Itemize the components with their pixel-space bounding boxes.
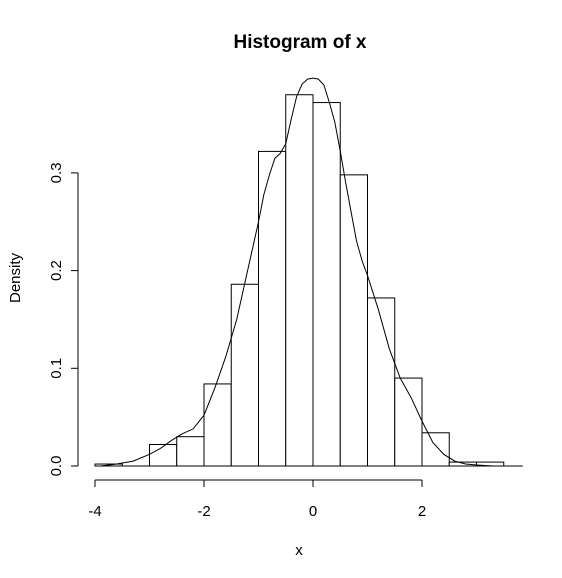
- histogram-bar-2: [149, 444, 178, 467]
- x-axis-label: x: [295, 542, 303, 559]
- x-axis: -4 -2 0 2: [88, 479, 426, 520]
- y-tick-label: 0.0: [48, 456, 65, 477]
- y-axis: 0.0 0.1 0.2 0.3: [48, 162, 79, 477]
- histogram-bar-11: [394, 377, 423, 467]
- histogram-bar-8: [312, 102, 341, 467]
- histogram-bar-4: [203, 383, 232, 467]
- histogram-bar-10: [367, 297, 396, 467]
- histogram-bar-9: [339, 174, 368, 467]
- histogram-bar-5: [230, 283, 259, 467]
- y-tick-label: 0.3: [48, 162, 65, 183]
- y-axis-label: Density: [7, 252, 24, 303]
- histogram-bar-7: [285, 94, 314, 467]
- histogram-bars: [94, 94, 523, 467]
- chart-title: Histogram of x: [233, 32, 366, 53]
- x-tick-label: -2: [197, 503, 210, 520]
- x-tick-label: -4: [88, 503, 101, 520]
- y-tick-label: 0.2: [48, 260, 65, 281]
- histogram-bar-3: [176, 436, 205, 467]
- x-tick-label: 0: [309, 503, 317, 520]
- density-curve: [100, 77, 510, 467]
- histogram-bar-13: [448, 461, 477, 467]
- x-tick-label: 2: [418, 503, 426, 520]
- histogram-bar-12: [421, 432, 450, 467]
- y-tick-label: 0.1: [48, 358, 65, 379]
